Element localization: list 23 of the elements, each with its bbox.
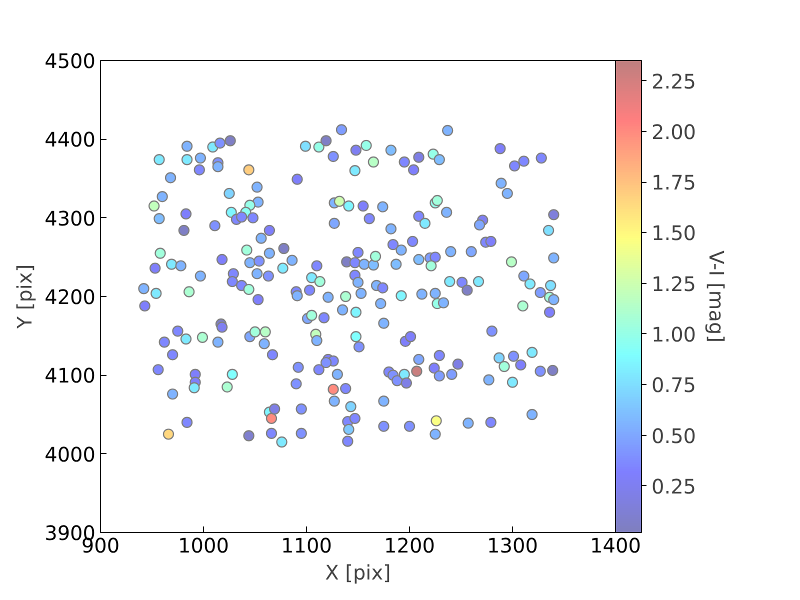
y-tick-label: 4400 bbox=[44, 128, 96, 152]
y-tick-label: 4500 bbox=[44, 49, 96, 73]
y-tick-label: 4300 bbox=[44, 206, 96, 230]
color-bar-label: 0.50 bbox=[652, 424, 696, 448]
y-axis-title: Y [pix] bbox=[12, 264, 37, 330]
x-tick-label: 1400 bbox=[590, 534, 641, 558]
x-tick-label: 1100 bbox=[281, 534, 332, 558]
color-bar-label: 1.25 bbox=[652, 272, 696, 296]
color-bar-label: 0.25 bbox=[652, 474, 696, 498]
color-bar-label: 0.75 bbox=[652, 373, 696, 398]
color-bar-label: 1.00 bbox=[652, 322, 696, 346]
color-bar-title: V-I [mag] bbox=[704, 250, 728, 343]
x-tick-label: 1000 bbox=[178, 534, 229, 558]
x-tick-label: 1300 bbox=[487, 534, 538, 558]
color-bar-label: 1.75 bbox=[652, 170, 696, 195]
color-bar-label: 2.00 bbox=[652, 120, 696, 144]
color-bar-label: 1.50 bbox=[652, 221, 696, 246]
x-axis-title: X [pix] bbox=[325, 560, 391, 584]
y-tick-label: 4000 bbox=[44, 442, 96, 466]
color-bar-label: 2.25 bbox=[652, 69, 696, 94]
y-tick-label: 4100 bbox=[44, 364, 96, 388]
x-tick-label: 1200 bbox=[384, 534, 435, 558]
y-tick-label: 4200 bbox=[44, 285, 96, 309]
